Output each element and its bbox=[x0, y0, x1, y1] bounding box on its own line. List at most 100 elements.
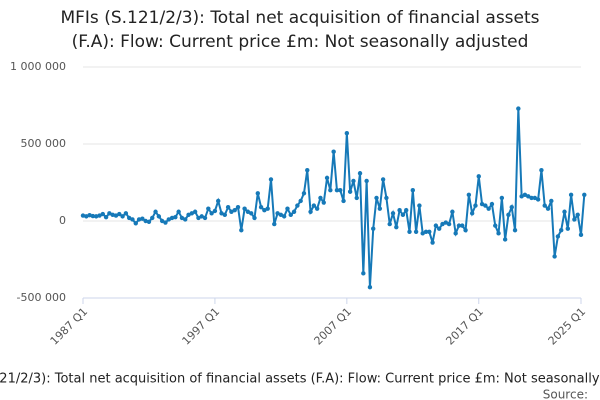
point bbox=[123, 211, 129, 216]
chart-title: (F.A): Flow: Current price £m: Not seaso… bbox=[72, 32, 529, 52]
y-tick-label: 500 000 bbox=[21, 137, 67, 150]
point bbox=[189, 211, 195, 216]
point bbox=[206, 206, 211, 211]
point bbox=[377, 206, 383, 211]
point bbox=[262, 208, 267, 213]
point bbox=[347, 189, 353, 194]
point bbox=[380, 177, 386, 182]
point bbox=[493, 223, 498, 228]
point bbox=[341, 198, 346, 204]
point bbox=[90, 213, 96, 219]
point bbox=[463, 228, 468, 233]
point bbox=[387, 221, 392, 227]
point bbox=[404, 208, 409, 213]
point bbox=[535, 197, 541, 202]
point bbox=[559, 228, 564, 233]
point bbox=[526, 194, 531, 199]
point bbox=[288, 212, 293, 218]
y-tick-label: 1 000 000 bbox=[10, 60, 66, 73]
point bbox=[483, 203, 488, 208]
point bbox=[575, 212, 580, 218]
source: Source: bbox=[543, 388, 588, 400]
point bbox=[344, 131, 350, 136]
point bbox=[545, 206, 551, 211]
point bbox=[357, 171, 363, 176]
point bbox=[552, 254, 557, 259]
point bbox=[159, 218, 165, 224]
point bbox=[374, 195, 379, 201]
point bbox=[509, 204, 514, 210]
point bbox=[150, 215, 155, 221]
point bbox=[453, 231, 458, 236]
point bbox=[222, 212, 228, 218]
point bbox=[136, 217, 142, 222]
point bbox=[446, 221, 452, 227]
point bbox=[229, 209, 234, 214]
point bbox=[506, 212, 511, 218]
point bbox=[232, 208, 237, 213]
point bbox=[183, 217, 188, 222]
point bbox=[427, 229, 432, 234]
point bbox=[529, 195, 534, 201]
point bbox=[179, 215, 185, 221]
point bbox=[532, 195, 538, 201]
point bbox=[80, 213, 86, 218]
point bbox=[93, 214, 99, 219]
point bbox=[301, 191, 307, 196]
point bbox=[364, 178, 369, 184]
point bbox=[87, 212, 92, 218]
point bbox=[361, 271, 366, 276]
point bbox=[285, 206, 290, 211]
point bbox=[275, 211, 280, 216]
point bbox=[565, 226, 571, 231]
point bbox=[97, 213, 102, 218]
point bbox=[209, 211, 214, 216]
point bbox=[176, 209, 181, 214]
point bbox=[248, 211, 254, 216]
point bbox=[502, 237, 508, 242]
x-tick-label: 1997 Q1 bbox=[180, 305, 223, 348]
point bbox=[460, 223, 465, 228]
point bbox=[417, 203, 422, 208]
point bbox=[163, 220, 168, 225]
point bbox=[196, 215, 201, 221]
point bbox=[338, 188, 343, 193]
point bbox=[245, 209, 251, 214]
point bbox=[100, 211, 105, 217]
point bbox=[258, 204, 264, 210]
point bbox=[367, 285, 373, 290]
chart-title: MFIs (S.121/2/3): Total net acquisition … bbox=[60, 8, 539, 28]
point bbox=[120, 214, 125, 219]
point bbox=[351, 178, 356, 184]
point bbox=[473, 203, 478, 208]
point bbox=[268, 177, 274, 182]
point bbox=[265, 206, 270, 211]
point bbox=[225, 204, 231, 210]
point bbox=[156, 214, 162, 219]
point bbox=[143, 218, 148, 224]
point bbox=[84, 214, 89, 219]
point bbox=[542, 203, 547, 208]
point bbox=[311, 203, 317, 208]
point bbox=[235, 204, 241, 210]
point bbox=[113, 213, 119, 218]
point bbox=[486, 206, 491, 211]
point bbox=[252, 215, 257, 221]
point bbox=[202, 215, 208, 221]
point bbox=[390, 211, 396, 216]
point bbox=[410, 188, 416, 193]
point bbox=[489, 201, 495, 207]
y-tick-label: -500 000 bbox=[17, 291, 66, 304]
point bbox=[242, 206, 247, 211]
point bbox=[153, 209, 158, 214]
point bbox=[281, 214, 287, 219]
point bbox=[146, 219, 152, 224]
x-tick-label: 2007 Q1 bbox=[312, 305, 355, 348]
point bbox=[466, 192, 472, 198]
point bbox=[436, 226, 442, 231]
point bbox=[555, 234, 561, 239]
point bbox=[314, 206, 320, 211]
point bbox=[572, 217, 577, 222]
point bbox=[384, 195, 389, 201]
